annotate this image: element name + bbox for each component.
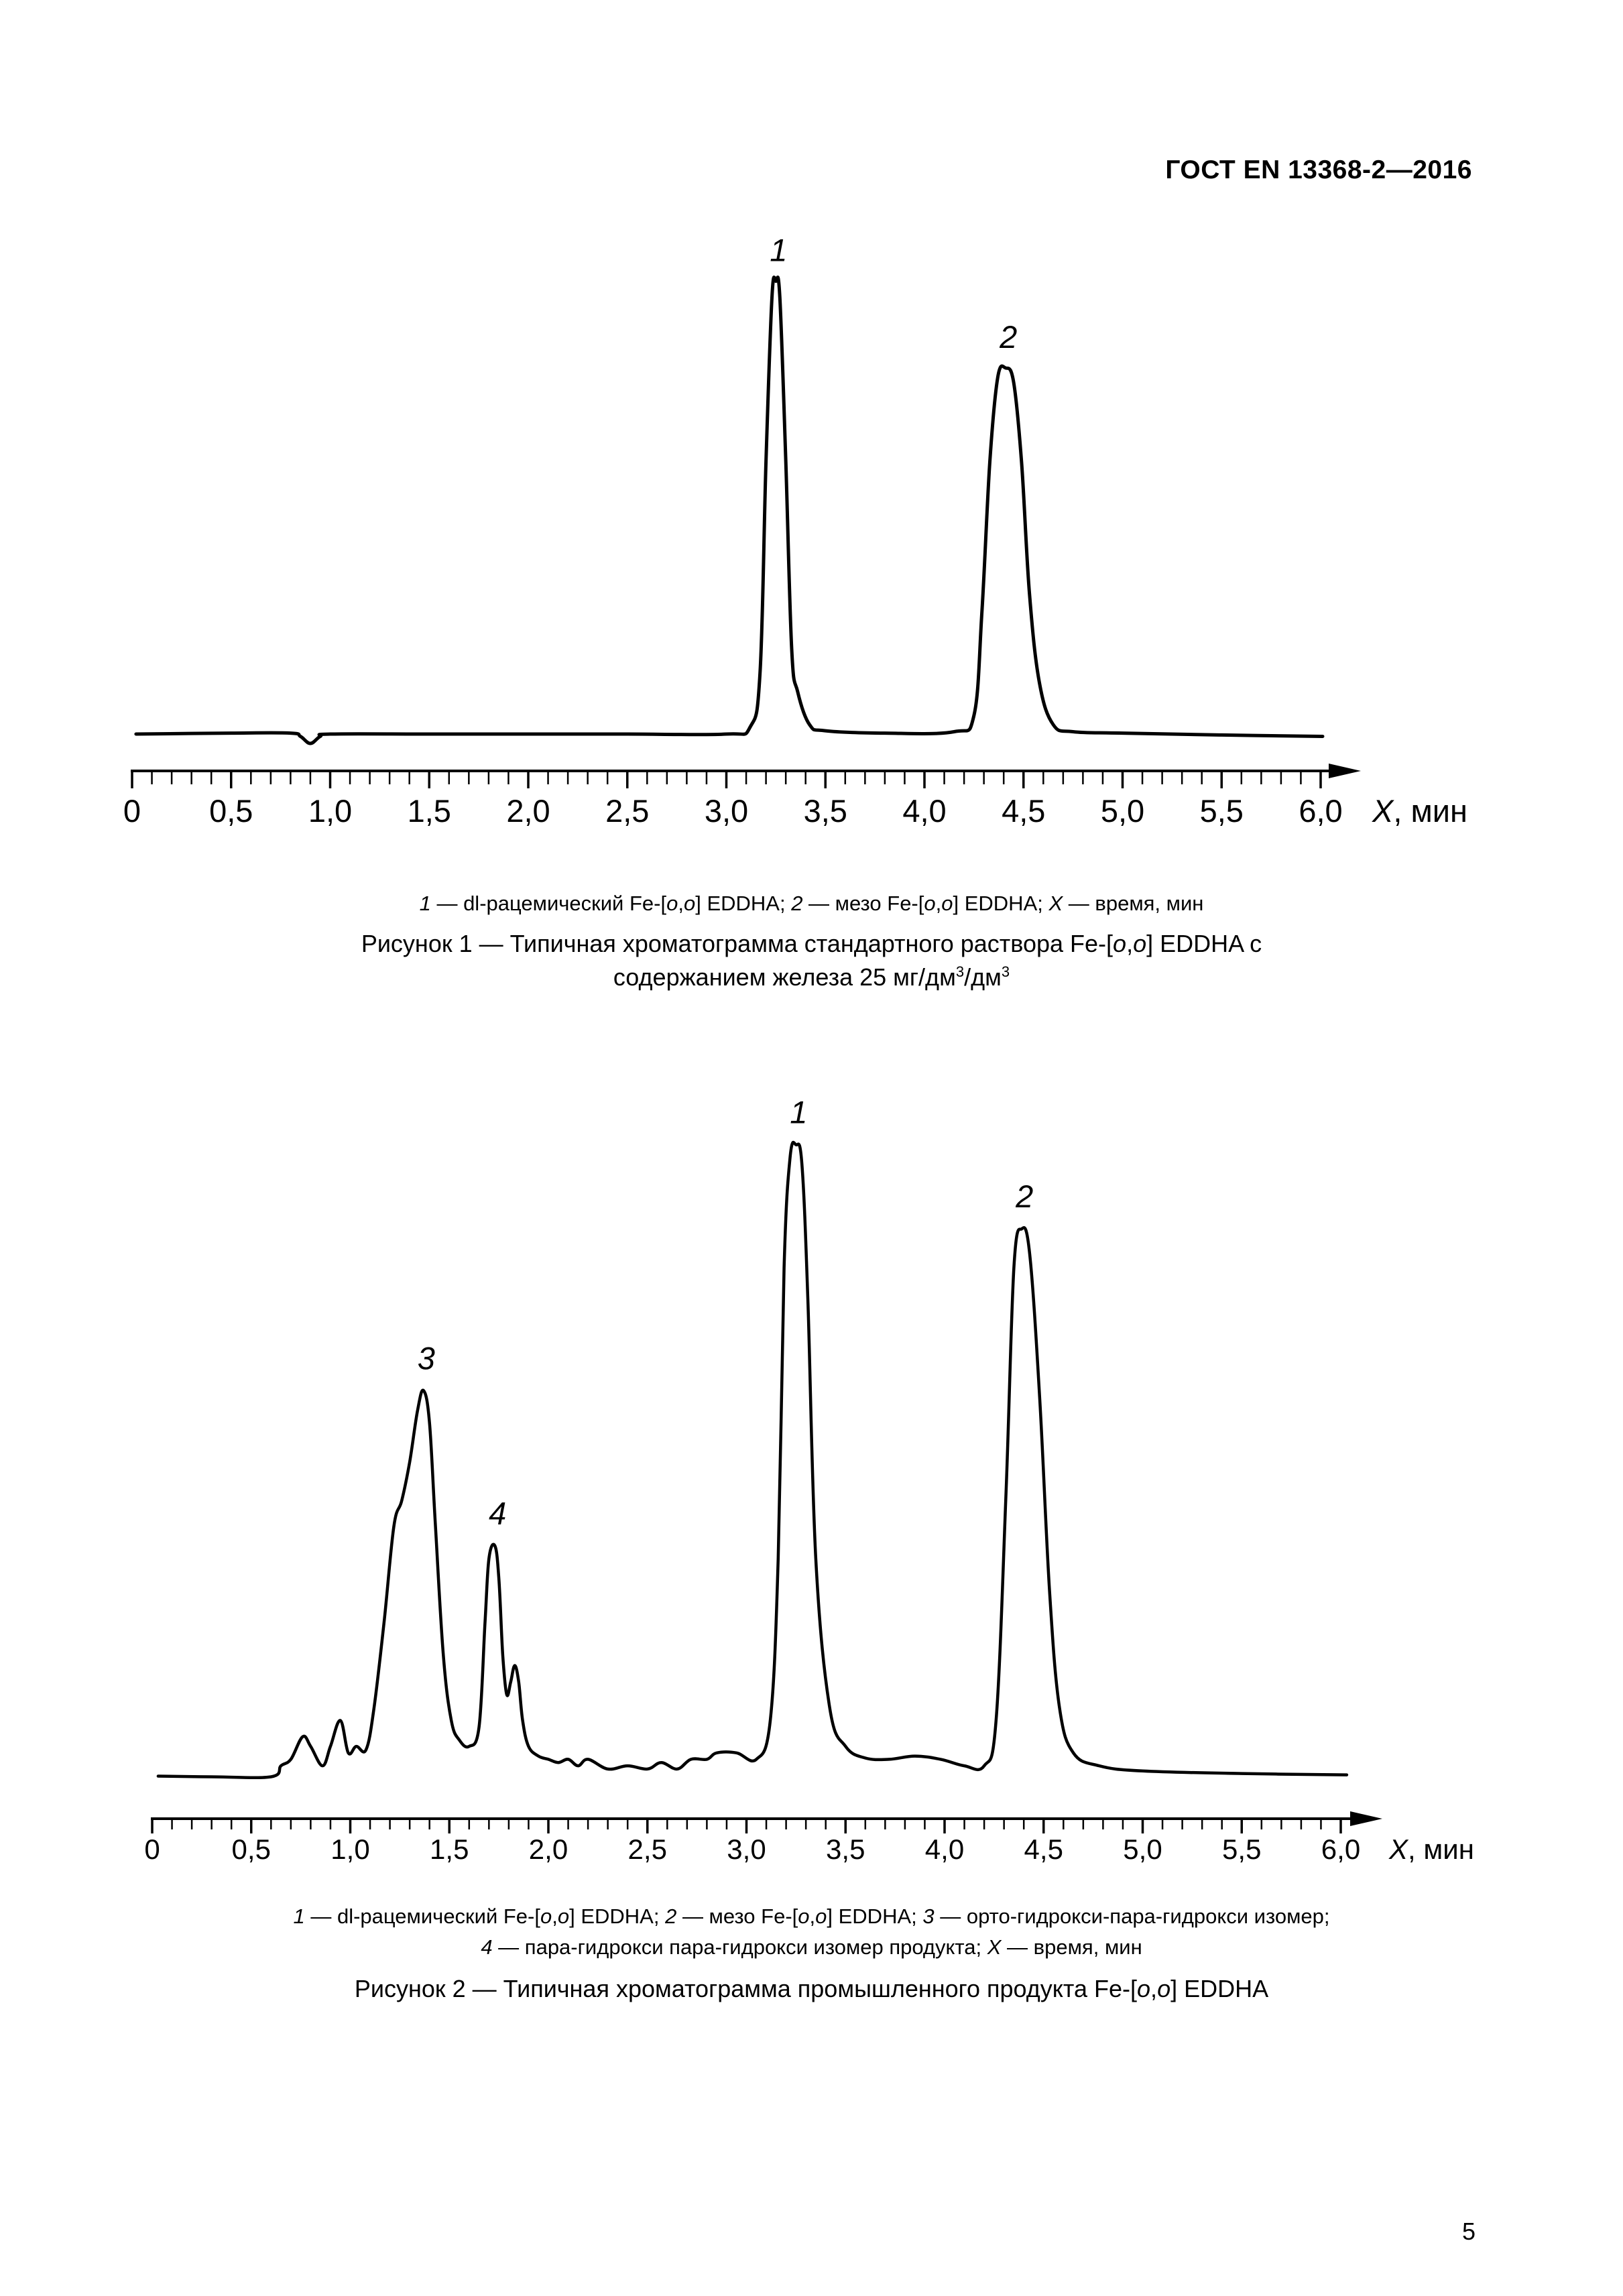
figure-2-legend-line-1: 1 — dl-рацемический Fe-[o,o] EDDHA; 2 — … [0,1901,1623,1932]
x-axis-title: X, мин [1388,1833,1474,1864]
caption-1-comma: , [1126,930,1134,957]
caption-2-text-a: Рисунок 2 — Типичная хроматограмма промы… [354,1975,1138,2002]
legend2-o-1a: o [540,1905,552,1928]
x-tick-label: 5,5 [1222,1833,1261,1864]
legend-text-x: — время, мин [1063,892,1204,915]
caption-2-comma: , [1150,1975,1158,2002]
chromatogram-figure-1: 0 0,5 1,0 1,5 2,0 2,5 3,0 3,5 4,0 4,5 5,0 5,5 6,0 X, … [123,233,1467,829]
document-standard-header: ГОСТ EN 13368-2—2016 [1165,156,1472,184]
peak-label-4: 4 [489,1496,506,1531]
x-tick-label: 1,5 [430,1833,469,1864]
peak-label-2: 2 [1015,1179,1033,1214]
legend2-o-1b: o [557,1905,570,1928]
legend-o-1b: o [683,892,696,915]
x-tick-label: 6,0 [1321,1833,1360,1864]
chromatogram-trace [134,276,1325,745]
x-tick-label: 1,5 [408,793,451,829]
legend2-key-3: 3 [922,1905,935,1928]
x-axis-arrow [1350,1811,1382,1826]
legend-key-1: 1 [419,892,431,915]
legend2-text-2: — мезо Fe-[ [676,1905,798,1928]
figure-1-caption: Рисунок 1 — Типичная хроматограмма станд… [0,927,1623,994]
x-tick-label: 5,5 [1200,793,1244,829]
x-tick-label: 5,0 [1101,793,1144,829]
legend2-text-2b: ] EDDHA; [827,1905,923,1928]
legend-comma-1: , [678,892,684,915]
legend2-o-2b: o [815,1905,827,1928]
x-tick-label: 0,5 [209,793,253,829]
x-tick-label: 3,5 [804,793,847,829]
legend2-key-2: 2 [665,1905,677,1928]
caption-2-text-b: ] EDDHA [1170,1975,1269,2002]
caption-1-text-c: содержанием железа 25 мг/дм [613,963,956,991]
legend2-text-1: — dl-рацемический Fe-[ [304,1905,540,1928]
x-tick-label: 2,0 [529,1833,568,1864]
legend2-text-x: — время, мин [1001,1935,1142,1959]
legend2-o-2a: o [798,1905,810,1928]
legend-key-2: 2 [791,892,803,915]
legend2-text-3: — орто-гидрокси-пара-гидрокси изомер; [934,1905,1330,1928]
legend2-key-x: X [987,1935,1002,1959]
figure-1-legend: 1 — dl-рацемический Fe-[o,o] EDDHA; 2 — … [0,888,1623,919]
x-tick-label: 4,5 [1024,1833,1063,1864]
x-tick-label: 3,5 [826,1833,865,1864]
x-tick-label: 2,0 [506,793,550,829]
figure-1-caption-line-2: содержанием железа 25 мг/дм3/дм3 [0,961,1623,994]
legend2-comma-1: , [552,1905,558,1928]
x-axis-title: X, мин [1372,793,1467,829]
peak-label-1: 1 [770,233,787,268]
caption-1-o-a: o [1113,930,1127,957]
x-tick-label: 2,5 [628,1833,667,1864]
legend-text-1b: ] EDDHA; [695,892,792,915]
figure-2-legend-line-2: 4 — пара-гидрокси пара-гидрокси изомер п… [0,1932,1623,1963]
x-tick-label: 0,5 [232,1833,271,1864]
chromatogram-figure-2: 0 0,5 1,0 1,5 2,0 2,5 3,0 3,5 4,0 4,5 5,0 5,5 6,0 X, … [144,1095,1474,1864]
x-tick-label: 0 [144,1833,160,1864]
legend2-comma-2: , [809,1905,816,1928]
figure-1-caption-line-1: Рисунок 1 — Типичная хроматограмма станд… [0,927,1623,961]
legend-o-1a: o [666,892,678,915]
legend-text-2: — мезо Fe-[ [802,892,924,915]
caption-1-text-b: ] EDDHA с [1146,930,1262,957]
caption-1-text-d: /дм [964,963,1002,991]
x-tick-label: 1,0 [308,793,352,829]
x-tick-label: 0 [123,793,141,829]
chromatogram-trace [156,1141,1349,1780]
peak-label-1: 1 [790,1095,807,1130]
figure-2-legend: 1 — dl-рацемический Fe-[o,o] EDDHA; 2 — … [0,1901,1623,1963]
peak-label-2: 2 [999,319,1017,355]
caption-1-sup-2: 3 [1001,963,1010,980]
x-tick-label: 2,5 [605,793,649,829]
x-tick-label: 4,5 [1002,793,1045,829]
legend-text-2b: ] EDDHA; [953,892,1049,915]
page-number: 5 [1461,2218,1476,2245]
caption-1-o-b: o [1133,930,1147,957]
legend2-text-4: — пара-гидрокси пара-гидрокси изомер про… [492,1935,987,1959]
x-tick-label: 3,0 [705,793,748,829]
legend-key-x: X [1048,892,1063,915]
x-tick-label: 3,0 [727,1833,766,1864]
caption-2-o-a: o [1137,1975,1151,2002]
legend-text-1: — dl-рацемический Fe-[ [430,892,667,915]
legend-o-2b: o [941,892,953,915]
peak-label-3: 3 [418,1340,435,1376]
caption-1-sup-1: 3 [955,963,965,980]
legend2-text-1b: ] EDDHA; [569,1905,666,1928]
x-tick-label: 6,0 [1299,793,1342,829]
x-axis-arrow [1329,764,1361,778]
x-tick-label: 4,0 [902,793,946,829]
figure-2-caption: Рисунок 2 — Типичная хроматограмма промы… [0,1972,1623,2006]
x-tick-label: 4,0 [925,1833,964,1864]
x-tick-label: 1,0 [330,1833,369,1864]
caption-2-o-b: o [1157,1975,1171,2002]
legend-comma-2: , [935,892,942,915]
legend-o-2a: o [924,892,936,915]
legend2-key-4: 4 [481,1935,493,1959]
legend2-key-1: 1 [293,1905,305,1928]
x-tick-label: 5,0 [1123,1833,1162,1864]
caption-1-text-a: Рисунок 1 — Типичная хроматограмма станд… [361,930,1114,957]
